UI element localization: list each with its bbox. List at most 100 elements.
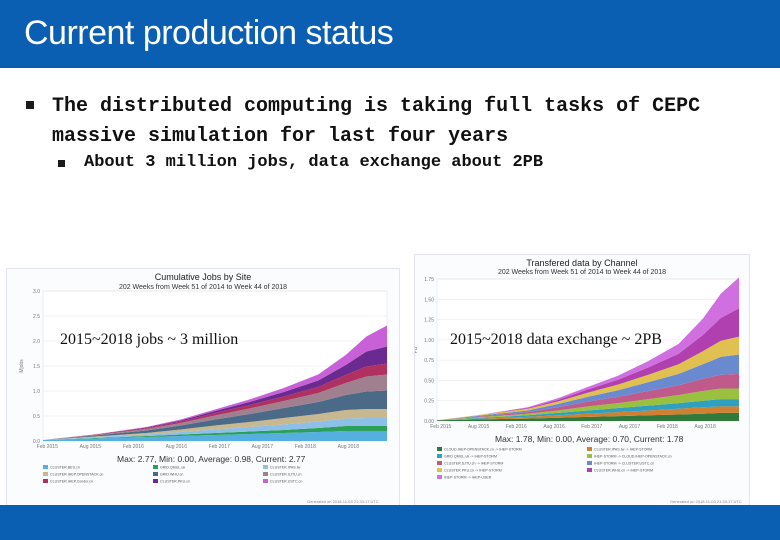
data-chart: Transfered data by Channel 202 Weeks fro…: [414, 254, 750, 507]
legend-swatch: [263, 465, 268, 469]
x-tick-label: Feb 2015: [37, 444, 58, 450]
legend-swatch: [153, 465, 158, 469]
legend-swatch: [587, 454, 592, 458]
y-tick-label: 1.0: [33, 389, 40, 395]
x-tick-label: Feb 2018: [295, 444, 316, 450]
series-area: [43, 374, 387, 440]
jobs-chart-stats: Max: 2.77, Min: 0.00, Average: 0.98, Cur…: [117, 454, 306, 464]
legend-label: IHEP-STORM -> CLOUD.IHEP-OPENSTACK.cn: [594, 455, 672, 459]
x-tick-label: Aug 2015: [80, 444, 102, 450]
x-tick-label: Feb 2016: [123, 444, 144, 450]
y-tick-label: 1.5: [33, 364, 40, 370]
legend-label: GRID.QMUL.uk -> IHEP-STORM: [444, 455, 497, 459]
jobs-chart-generated: Generated on 2018-11-03 21:33:17 UTC: [307, 499, 379, 504]
x-tick-label: Aug 2017: [252, 444, 274, 450]
y-axis-label: PB: [415, 346, 419, 353]
series-area: [437, 373, 739, 421]
legend-label: CLUSTER.IPAS.tw -> IHEP-STORM: [594, 448, 652, 452]
legend-label: IHEP-STORM -> IHEP-USER: [444, 476, 492, 480]
data-overlay-label: 2015~2018 data exchange ~ 2PB: [450, 331, 662, 348]
legend-swatch: [43, 479, 48, 483]
data-chart-subtitle: 202 Weeks from Week 51 of 2014 to Week 4…: [497, 269, 667, 276]
legend-label: CLUSTER.BES.cn: [50, 466, 80, 470]
bullet-text-sub: About 3 million jobs, data exchange abou…: [84, 153, 544, 172]
jobs-chart-subtitle: 202 Weeks from Week 51 of 2014 to Week 4…: [118, 284, 288, 291]
legend-swatch: [153, 479, 158, 483]
series-area: [437, 399, 739, 421]
series-area: [43, 431, 387, 441]
y-tick-label: 1.00: [424, 338, 434, 344]
x-tick-label: Aug 2017: [619, 424, 641, 430]
series-area: [437, 406, 739, 421]
data-chart-generated: Generated on 2018-11-03 21:33:17 UTC: [670, 499, 742, 504]
legend-swatch: [437, 461, 442, 465]
y-axis-label: Mjobs: [19, 359, 25, 373]
x-tick-label: Feb 2017: [581, 424, 602, 430]
jobs-overlay-label: 2015~2018 jobs ~ 3 million: [60, 331, 239, 348]
series-area: [43, 418, 387, 440]
legend-swatch: [587, 468, 592, 472]
legend-label: CLUSTER.IHEP.Condor.cn: [50, 480, 93, 484]
y-tick-label: 0.75: [424, 358, 434, 364]
legend-label: GRID.WHU.cn: [160, 473, 183, 477]
title-bar: Current production status: [0, 0, 780, 68]
data-chart-stats: Max: 1.78, Min: 0.00, Average: 0.70, Cur…: [495, 434, 684, 444]
legend-swatch: [263, 479, 268, 483]
x-tick-label: Aug 2018: [338, 444, 360, 450]
legend-label: CLOUD.IHEP-OPENSTACK.cn -> IHEP-STORM: [444, 448, 522, 452]
x-tick-label: Feb 2017: [209, 444, 230, 450]
y-tick-label: 2.5: [33, 314, 40, 320]
y-tick-label: 0.5: [33, 414, 40, 420]
legend-swatch: [437, 447, 442, 451]
data-chart-title: Transfered data by Channel: [526, 258, 638, 268]
series-area: [437, 388, 739, 421]
legend-swatch: [437, 468, 442, 472]
legend-swatch: [587, 461, 592, 465]
legend-label: CLUSTER.WHU.cn -> IHEP-STORM: [594, 469, 653, 473]
x-tick-label: Feb 2018: [657, 424, 678, 430]
y-tick-label: 3.0: [33, 289, 40, 295]
legend-swatch: [587, 447, 592, 451]
legend-label: CLUSTER.SJTU.cn -> IHEP-STORM: [444, 462, 503, 466]
legend-swatch: [263, 472, 268, 476]
y-tick-label: 2.0: [33, 339, 40, 345]
series-area: [437, 277, 739, 421]
y-tick-label: 0.25: [424, 399, 434, 405]
jobs-chart-title: Cumulative Jobs by Site: [154, 272, 252, 282]
series-area: [437, 412, 739, 421]
legend-label: GRID.QMUL.uk: [160, 466, 185, 470]
series-area: [43, 409, 387, 440]
legend-label: CLUSTER.USTC.cn: [270, 480, 302, 484]
y-tick-label: 0.0: [33, 439, 40, 445]
legend-label: CLUSTER.IHEP.OPENSTACK.cn: [50, 473, 103, 477]
x-tick-label: Aug 2016: [543, 424, 565, 430]
x-tick-label: Aug 2016: [166, 444, 188, 450]
legend-swatch: [437, 475, 442, 479]
legend-label: CLUSTER.PKU.cn: [160, 480, 190, 484]
legend-label: CLUSTER.IPAS.tw: [270, 466, 301, 470]
legend-swatch: [43, 465, 48, 469]
y-tick-label: 0.00: [424, 419, 434, 425]
y-tick-label: 1.75: [424, 277, 434, 283]
footer-bar: [0, 505, 780, 540]
legend-label: CLUSTER.PKU.cn -> IHEP-STORM: [444, 469, 502, 473]
slide-title: Current production status: [24, 14, 394, 52]
jobs-chart: Cumulative Jobs by Site 202 Weeks from W…: [6, 268, 400, 507]
series-area: [43, 390, 387, 440]
legend-swatch: [437, 454, 442, 458]
x-tick-label: Aug 2018: [694, 424, 716, 430]
y-tick-label: 0.50: [424, 378, 434, 384]
sub-bullet-square-icon: [58, 160, 65, 167]
legend-swatch: [153, 472, 158, 476]
x-tick-label: Aug 2015: [468, 424, 490, 430]
bullet-square-icon: [26, 101, 34, 109]
bullet-text-main: The distributed computing is taking full…: [52, 95, 701, 148]
y-tick-label: 1.25: [424, 318, 434, 324]
x-tick-label: Feb 2015: [430, 424, 451, 430]
y-tick-label: 1.50: [424, 297, 434, 303]
legend-swatch: [43, 472, 48, 476]
legend-label: CLUSTER.SJTU.cn: [270, 473, 302, 477]
x-tick-label: Feb 2016: [506, 424, 527, 430]
